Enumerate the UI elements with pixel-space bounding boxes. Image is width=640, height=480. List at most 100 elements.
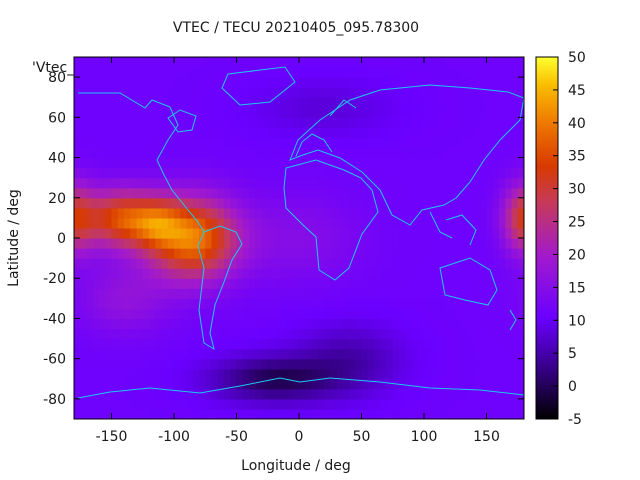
heatmap-cell [117, 177, 125, 189]
heatmap-cell [349, 388, 356, 400]
heatmap-cell [74, 308, 81, 320]
heatmap-cell [486, 107, 494, 118]
heatmap-cell [480, 57, 488, 68]
heatmap-cell [80, 388, 88, 400]
heatmap-cell [292, 157, 300, 169]
heatmap-cell [92, 258, 100, 269]
heatmap-cell [230, 187, 238, 199]
heatmap-cell [224, 318, 231, 330]
heatmap-cell [261, 157, 269, 169]
heatmap-cell [167, 288, 175, 299]
heatmap-cell [111, 217, 119, 229]
heatmap-cell [199, 338, 206, 350]
heatmap-cell [330, 268, 338, 279]
heatmap-cell [355, 338, 363, 350]
heatmap-cell [361, 187, 369, 199]
heatmap-cell [167, 77, 175, 88]
heatmap-cell [86, 318, 94, 330]
heatmap-cell [411, 117, 419, 128]
heatmap-cell [111, 137, 119, 149]
heatmap-cell [130, 338, 138, 350]
heatmap-cell [174, 207, 181, 219]
heatmap-cell [124, 187, 131, 199]
heatmap-cell [80, 177, 88, 189]
heatmap-cell [380, 207, 388, 219]
heatmap-cell [286, 217, 294, 229]
heatmap-cell [161, 77, 169, 88]
heatmap-cell [124, 368, 131, 380]
heatmap-cell [236, 248, 244, 259]
heatmap-cell [124, 167, 131, 179]
heatmap-cell [399, 348, 406, 360]
heatmap-cell [305, 77, 313, 88]
heatmap-cell [467, 308, 475, 320]
heatmap-cell [349, 107, 356, 118]
heatmap-cell [224, 308, 231, 320]
heatmap-cell [305, 97, 313, 108]
heatmap-cell [280, 147, 288, 159]
heatmap-cell [349, 348, 356, 360]
heatmap-cell [186, 408, 194, 419]
heatmap-cell [336, 127, 344, 139]
heatmap-cell [330, 117, 338, 128]
heatmap-cell [424, 368, 431, 380]
heatmap-cell [236, 77, 244, 88]
heatmap-cell [111, 408, 119, 419]
heatmap-cell [311, 107, 319, 118]
heatmap-cell [411, 308, 419, 320]
heatmap-cell [217, 238, 225, 249]
heatmap-cell [311, 67, 319, 78]
heatmap-cell [167, 278, 175, 289]
heatmap-cell [280, 278, 288, 289]
heatmap-cell [449, 157, 456, 169]
heatmap-cell [174, 227, 181, 239]
heatmap-cell [211, 137, 219, 149]
heatmap-cell [474, 278, 481, 289]
heatmap-cell [424, 318, 431, 330]
heatmap-cell [161, 87, 169, 98]
heatmap-cell [230, 87, 238, 98]
heatmap-cell [305, 348, 313, 360]
heatmap-cell [386, 398, 394, 410]
heatmap-cell [392, 348, 400, 360]
heatmap-cell [392, 217, 400, 229]
heatmap-cell [361, 318, 369, 330]
heatmap-cell [430, 77, 438, 88]
heatmap-cell [317, 408, 325, 419]
heatmap-cell [192, 318, 200, 330]
heatmap-cell [286, 328, 294, 340]
heatmap-cell [336, 67, 344, 78]
heatmap-cell [449, 177, 456, 189]
heatmap-cell [386, 338, 394, 350]
heatmap-cell [205, 298, 213, 309]
heatmap-cell [111, 147, 119, 159]
heatmap-cell [405, 298, 413, 309]
heatmap-cell [161, 147, 169, 159]
heatmap-cell [130, 147, 138, 159]
heatmap-cell [467, 328, 475, 340]
heatmap-cell [305, 288, 313, 299]
heatmap-cell [317, 87, 325, 98]
heatmap-cell [105, 378, 113, 390]
heatmap-cell [242, 318, 250, 330]
heatmap-cell [317, 137, 325, 149]
heatmap-cell [86, 117, 94, 128]
heatmap-cell [199, 67, 206, 78]
heatmap-cell [124, 127, 131, 139]
heatmap-cell [436, 157, 444, 169]
heatmap-cell [186, 398, 194, 410]
heatmap-cell [136, 338, 144, 350]
heatmap-cell [99, 77, 106, 88]
heatmap-cell [342, 248, 350, 259]
heatmap-cell [380, 67, 388, 78]
heatmap-cell [117, 348, 125, 360]
heatmap-cell [180, 97, 188, 108]
heatmap-cell [286, 67, 294, 78]
heatmap-cell [467, 147, 475, 159]
heatmap-cell [499, 107, 506, 118]
heatmap-cell [224, 338, 231, 350]
heatmap-cell [424, 348, 431, 360]
heatmap-cell [199, 348, 206, 360]
heatmap-cell [455, 328, 463, 340]
heatmap-cell [274, 117, 281, 128]
